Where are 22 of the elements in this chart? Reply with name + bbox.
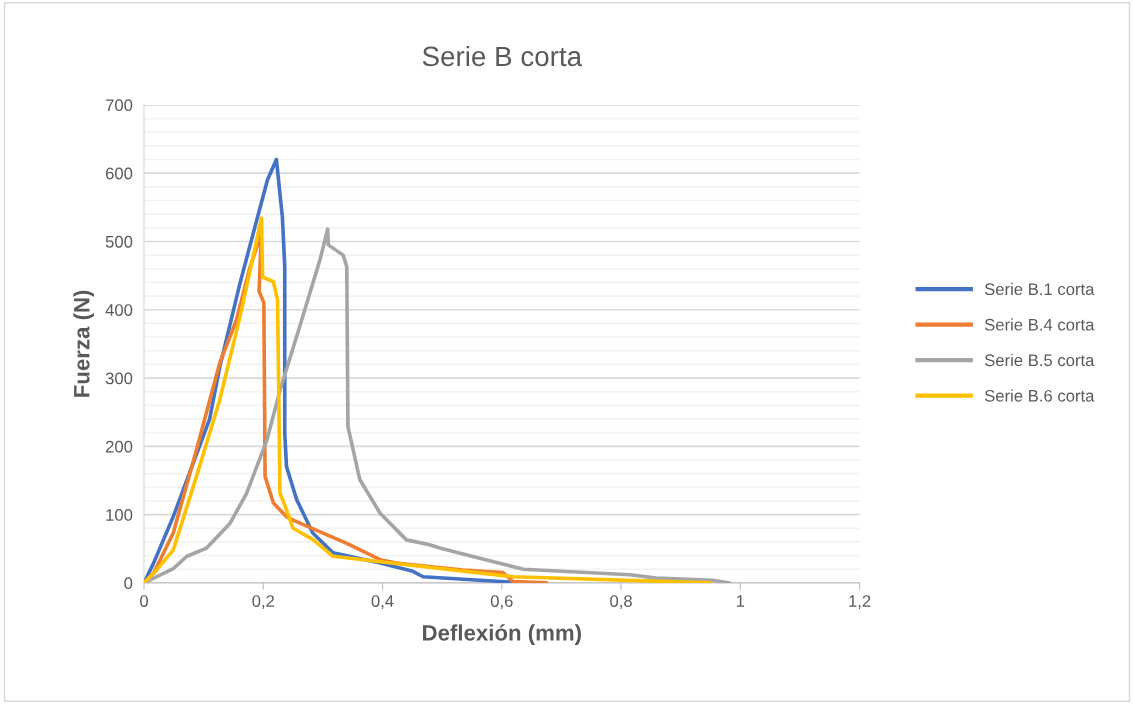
- legend-label: Serie B.1 corta: [984, 282, 1095, 296]
- y-tick-label: 700: [105, 99, 133, 112]
- legend-label: Serie B.5 corta: [984, 353, 1095, 367]
- x-tick-label: 0,8: [610, 595, 632, 609]
- chart-title: Serie B corta: [422, 45, 583, 67]
- y-tick-label: 100: [106, 509, 133, 521]
- x-tick-label: 0,2: [252, 595, 275, 609]
- x-tick-label: 1,2: [849, 595, 871, 609]
- x-tick-label: 1: [736, 595, 745, 607]
- y-tick-label: 400: [105, 304, 133, 316]
- legend-label: Serie B.6 corta: [984, 389, 1095, 402]
- x-axis-title: Deflexión (mm): [423, 624, 581, 646]
- x-tick-label: 0,6: [490, 595, 513, 609]
- y-axis-title: Fuerza (N): [73, 290, 94, 397]
- y-tick-label: 600: [105, 167, 133, 180]
- x-tick-label: 0: [140, 595, 148, 607]
- y-tick-label: 200: [105, 440, 133, 453]
- x-tick-label: 0,4: [371, 595, 394, 609]
- y-tick-label: 500: [105, 235, 133, 248]
- legend-label: Serie B.4 corta: [984, 318, 1095, 331]
- y-tick-label: 0: [124, 577, 133, 590]
- y-tick-label: 300: [105, 372, 133, 385]
